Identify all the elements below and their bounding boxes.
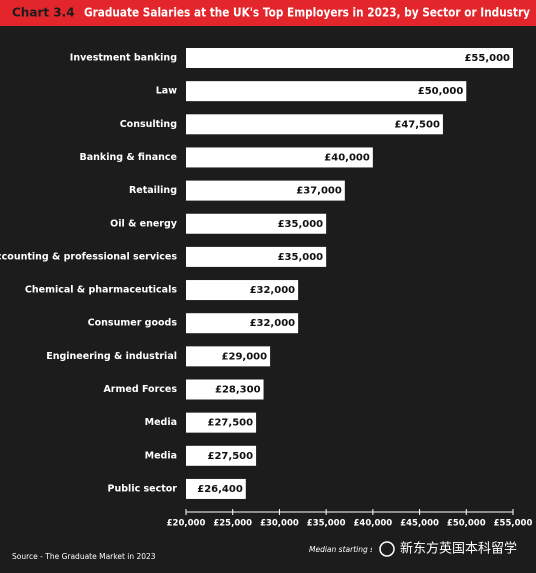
value-label: £29,000 — [222, 351, 268, 362]
bar — [186, 313, 299, 334]
category-label: Engineering & industrial — [46, 351, 177, 362]
value-label: £28,300 — [215, 385, 261, 396]
category-label: Accounting & professional services — [0, 251, 177, 262]
bar — [186, 379, 264, 400]
category-label: Retailing — [129, 185, 177, 196]
chart-title: Graduate Salaries at the UK's Top Employ… — [84, 6, 530, 20]
category-label: Consulting — [120, 119, 177, 130]
value-label: £40,000 — [324, 152, 370, 163]
value-label: £50,000 — [418, 86, 464, 97]
category-label: Media — [145, 417, 177, 428]
bar — [186, 114, 443, 135]
x-tick-label: £30,000 — [260, 519, 299, 529]
bar — [186, 346, 271, 367]
category-label: Consumer goods — [88, 318, 178, 329]
x-tick-label: £20,000 — [167, 519, 206, 529]
watermark: 新东方英国本科留学 — [400, 541, 517, 557]
category-label: Media — [145, 450, 177, 461]
category-label: Investment banking — [70, 53, 177, 64]
source: Source - The Graduate Market in 2023 — [12, 552, 156, 561]
bar — [186, 246, 327, 267]
x-tick-label: £45,000 — [400, 519, 439, 529]
bar — [186, 48, 513, 68]
category-label: Banking & finance — [79, 152, 177, 163]
bar — [186, 445, 257, 466]
category-label: Armed Forces — [103, 384, 177, 395]
value-label: £35,000 — [278, 219, 324, 230]
title-bar — [0, 0, 536, 26]
bar — [186, 147, 373, 168]
watermark-bg — [372, 538, 536, 560]
value-label: £37,000 — [296, 186, 342, 197]
bar — [186, 213, 327, 234]
value-label: £27,500 — [208, 418, 254, 429]
category-label: Law — [156, 86, 177, 97]
bar — [186, 412, 257, 433]
category-label: Chemical & pharmaceuticals — [25, 285, 177, 296]
x-tick-label: £55,000 — [494, 519, 533, 529]
value-label: £32,000 — [250, 318, 296, 329]
chart-number: Chart 3.4 — [12, 6, 75, 20]
x-tick-label: £35,000 — [307, 519, 346, 529]
bar — [186, 280, 299, 301]
value-label: £55,000 — [464, 53, 510, 64]
category-label: Public sector — [108, 483, 178, 494]
watermark-icon — [379, 541, 395, 557]
x-tick-label: £25,000 — [213, 519, 252, 529]
x-axis-label: Median starting salary — [309, 545, 393, 554]
value-label: £32,000 — [250, 285, 296, 296]
bar — [186, 180, 345, 201]
bar — [186, 81, 467, 102]
x-tick-label: £50,000 — [447, 519, 486, 529]
bar — [186, 478, 246, 499]
value-label: £26,400 — [197, 484, 243, 495]
value-label: £35,000 — [278, 252, 324, 263]
category-label: Oil & energy — [110, 218, 178, 229]
x-tick-label: £40,000 — [353, 519, 392, 529]
value-label: £27,500 — [208, 451, 254, 462]
value-label: £47,500 — [394, 119, 440, 130]
